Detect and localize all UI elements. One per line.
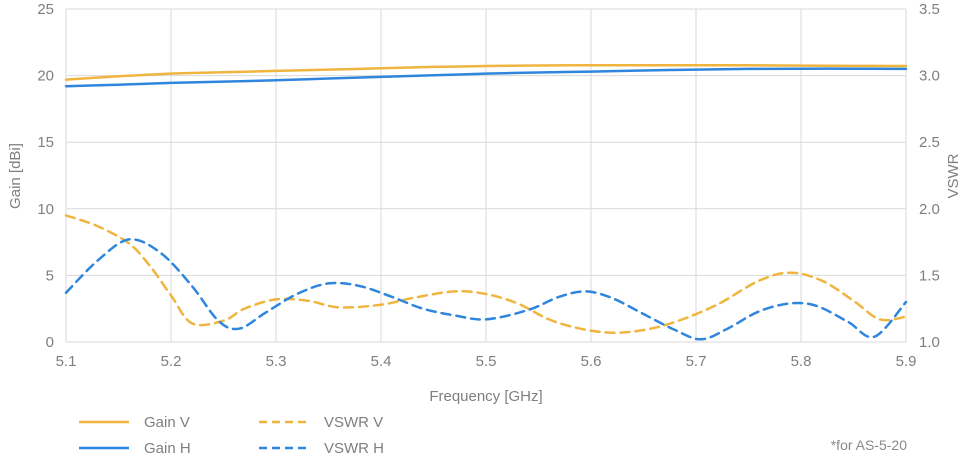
y-axis-label-left: Gain [dBi] xyxy=(7,143,24,209)
svg-text:2.0: 2.0 xyxy=(919,201,940,218)
svg-text:10: 10 xyxy=(37,201,54,218)
svg-text:5.6: 5.6 xyxy=(581,353,602,370)
svg-text:5.8: 5.8 xyxy=(791,353,812,370)
svg-text:15: 15 xyxy=(37,134,54,151)
legend-swatch-vswr-h-line-icon xyxy=(259,446,309,450)
legend-label-vswr-v: VSWR V xyxy=(324,413,384,431)
svg-text:1.0: 1.0 xyxy=(919,334,940,351)
svg-text:5.3: 5.3 xyxy=(266,353,287,370)
data-series xyxy=(64,63,908,341)
legend-swatch-gain-h-line-icon xyxy=(79,446,129,450)
legend-swatch-gain-v-line-icon xyxy=(79,420,129,424)
svg-text:5.4: 5.4 xyxy=(371,353,392,370)
footnote: *for AS-5-20 xyxy=(830,437,907,453)
legend-label-vswr-h: VSWR H xyxy=(324,439,384,457)
svg-text:25: 25 xyxy=(37,1,54,18)
legend-swatch-vswr-v-line-icon xyxy=(259,420,309,424)
svg-text:3.0: 3.0 xyxy=(919,68,940,85)
svg-text:5.5: 5.5 xyxy=(476,353,497,370)
svg-text:1.5: 1.5 xyxy=(919,267,940,284)
legend: Gain V VSWR V Gain H VSWR H xyxy=(78,409,384,459)
svg-text:5.2: 5.2 xyxy=(161,353,182,370)
legend-item-vswr-h: VSWR H xyxy=(258,435,384,459)
svg-text:5.9: 5.9 xyxy=(896,353,917,370)
axis-tick-labels: 5.1 5.2 5.3 5.4 5.5 5.6 5.7 5.8 5.9 0 1.0 5 1.5 10 2.0… xyxy=(37,1,940,370)
legend-label-gain-h: Gain H xyxy=(144,439,191,457)
gridlines xyxy=(65,8,907,343)
x-axis-label: Frequency [GHz] xyxy=(429,388,542,405)
legend-item-vswr-v: VSWR V xyxy=(258,409,384,435)
legend-item-gain-h: Gain H xyxy=(78,435,258,459)
svg-text:20: 20 xyxy=(37,68,54,85)
legend-item-gain-v: Gain V xyxy=(78,409,258,435)
svg-text:3.5: 3.5 xyxy=(919,1,940,18)
svg-text:2.5: 2.5 xyxy=(919,134,940,151)
y-axis-label-right: VSWR xyxy=(945,153,962,198)
svg-text:5.7: 5.7 xyxy=(686,353,707,370)
svg-text:5.1: 5.1 xyxy=(56,353,77,370)
legend-label-gain-v: Gain V xyxy=(144,413,190,431)
svg-text:0: 0 xyxy=(46,334,54,351)
svg-text:5: 5 xyxy=(46,267,54,284)
